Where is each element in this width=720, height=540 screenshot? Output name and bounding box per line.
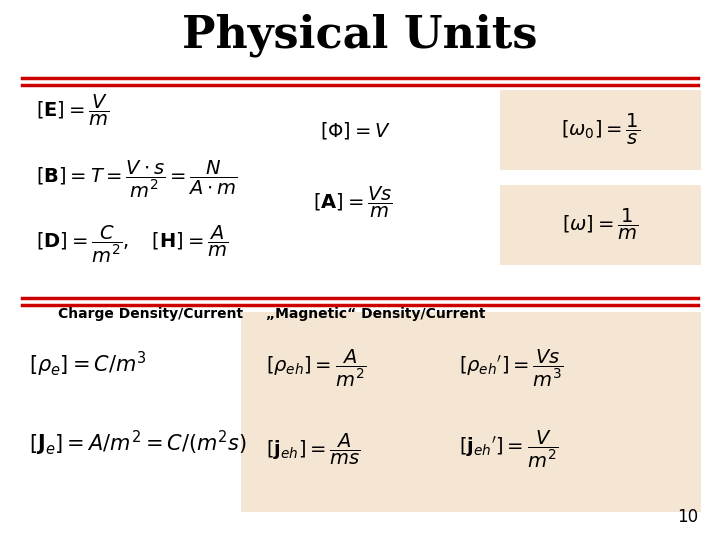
Text: „Magnetic“ Density/Current: „Magnetic“ Density/Current xyxy=(266,307,486,321)
Text: Charge Density/Current: Charge Density/Current xyxy=(58,307,243,321)
Text: Physical Units: Physical Units xyxy=(182,14,538,57)
Text: $[\mathbf{D}]=\dfrac{C}{m^2},\quad [\mathbf{H}]=\dfrac{A}{m}$: $[\mathbf{D}]=\dfrac{C}{m^2},\quad [\mat… xyxy=(36,224,228,265)
Text: $[\omega_0]=\dfrac{1}{s}$: $[\omega_0]=\dfrac{1}{s}$ xyxy=(561,112,640,147)
Text: $[\mathbf{B}]=T=\dfrac{V\cdot s}{m^2}=\dfrac{N}{A\cdot m}$: $[\mathbf{B}]=T=\dfrac{V\cdot s}{m^2}=\d… xyxy=(36,159,238,200)
Text: $[\mathbf{j}_{eh}{}']=\dfrac{V}{m^2}$: $[\mathbf{j}_{eh}{}']=\dfrac{V}{m^2}$ xyxy=(459,429,559,470)
Text: $[\Phi]=V$: $[\Phi]=V$ xyxy=(320,120,392,141)
Text: $[\rho_{eh}]=\dfrac{A}{m^2}$: $[\rho_{eh}]=\dfrac{A}{m^2}$ xyxy=(266,348,366,389)
Text: $[\mathbf{J}_e]=A/m^2=C/(m^2 s)$: $[\mathbf{J}_e]=A/m^2=C/(m^2 s)$ xyxy=(29,429,247,458)
Text: $[\mathbf{j}_{eh}]=\dfrac{A}{ms}$: $[\mathbf{j}_{eh}]=\dfrac{A}{ms}$ xyxy=(266,432,361,467)
FancyBboxPatch shape xyxy=(500,185,701,265)
Text: $[\rho_{eh}{}']=\dfrac{Vs}{m^3}$: $[\rho_{eh}{}']=\dfrac{Vs}{m^3}$ xyxy=(459,348,564,389)
Text: 10: 10 xyxy=(678,508,698,526)
FancyBboxPatch shape xyxy=(500,90,701,170)
FancyBboxPatch shape xyxy=(241,312,701,512)
Text: $[\mathbf{A}]=\dfrac{Vs}{m}$: $[\mathbf{A}]=\dfrac{Vs}{m}$ xyxy=(313,185,393,220)
Text: $[\mathbf{E}]=\dfrac{V}{m}$: $[\mathbf{E}]=\dfrac{V}{m}$ xyxy=(36,93,109,128)
Text: $[\omega]=\dfrac{1}{m}$: $[\omega]=\dfrac{1}{m}$ xyxy=(562,207,639,241)
Text: $[\rho_e]=C/m^3$: $[\rho_e]=C/m^3$ xyxy=(29,350,146,379)
